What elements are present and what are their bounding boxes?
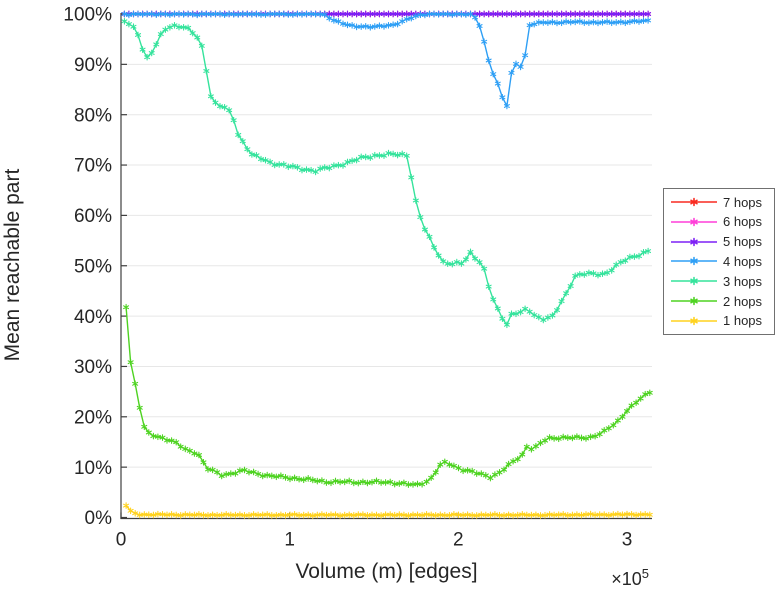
legend-item-6-hops: 6 hops <box>664 212 774 232</box>
legend-swatch-6-hops <box>671 217 717 227</box>
series-4-hops-markers <box>121 10 652 110</box>
y-tick-label: 0% <box>85 508 113 529</box>
legend-label-2-hops: 2 hops <box>723 293 763 309</box>
y-tick-label: 60% <box>74 206 112 227</box>
legend-item-5-hops: 5 hops <box>664 232 774 252</box>
legend-item-3-hops: 3 hops <box>664 271 774 291</box>
legend-label-5-hops: 5 hops <box>723 234 763 250</box>
series-1-hops-markers <box>123 502 653 519</box>
y-tick-label: 10% <box>74 458 112 479</box>
legend-swatch-1-hops <box>671 316 717 326</box>
asterisk-marker-icon <box>690 237 698 246</box>
y-tick-label: 100% <box>63 5 112 26</box>
multiplier-exponent: 5 <box>641 566 649 581</box>
legend-item-7-hops: 7 hops <box>664 192 774 212</box>
y-tick-label: 80% <box>74 105 112 126</box>
legend-label-1-hops: 1 hops <box>723 313 763 329</box>
x-axis-multiplier: ×105 <box>611 566 649 590</box>
y-tick-label: 40% <box>74 307 112 328</box>
series-3-hops-line <box>124 20 649 327</box>
asterisk-marker-icon <box>690 197 698 207</box>
legend-label-6-hops: 6 hops <box>723 214 763 230</box>
legend-swatch-3-hops <box>671 277 717 286</box>
legend-label-3-hops: 3 hops <box>723 273 763 289</box>
series-2-hops-line <box>125 307 651 486</box>
legend-label-4-hops: 4 hops <box>723 253 763 269</box>
asterisk-marker-icon <box>690 217 698 227</box>
legend: 7 hops 6 hops 5 hops 4 hops 3 hops 2 hops 1 ho… <box>663 188 775 335</box>
legend-swatch-4-hops <box>671 257 717 266</box>
asterisk-marker-icon <box>690 277 698 286</box>
y-tick-label: 30% <box>74 357 112 378</box>
multiplier-base: ×10 <box>611 569 642 589</box>
legend-swatch-5-hops <box>671 237 717 246</box>
legend-swatch-2-hops <box>671 296 717 306</box>
x-axis-label: Volume (m) [edges] <box>295 560 478 583</box>
x-tick-label: 3 <box>622 530 633 551</box>
x-tick-label: 0 <box>116 530 127 551</box>
legend-swatch-7-hops <box>671 197 717 207</box>
legend-label-7-hops: 7 hops <box>723 194 763 210</box>
legend-item-1-hops: 1 hops <box>664 311 774 331</box>
x-tick-label: 2 <box>453 530 464 551</box>
asterisk-marker-icon <box>690 316 698 326</box>
legend-item-2-hops: 2 hops <box>664 291 774 311</box>
y-tick-label: 20% <box>74 407 112 428</box>
series-3-hops-markers <box>121 17 652 329</box>
y-axis-label: Mean reachable part <box>1 168 24 362</box>
y-tick-label: 90% <box>74 55 112 76</box>
asterisk-marker-icon <box>690 296 698 306</box>
x-tick-label: 1 <box>284 530 295 551</box>
legend-item-4-hops: 4 hops <box>664 252 774 272</box>
asterisk-marker-icon <box>690 257 698 266</box>
series-2-hops-markers <box>123 303 653 488</box>
y-tick-label: 70% <box>74 156 112 177</box>
y-tick-label: 50% <box>74 256 112 277</box>
